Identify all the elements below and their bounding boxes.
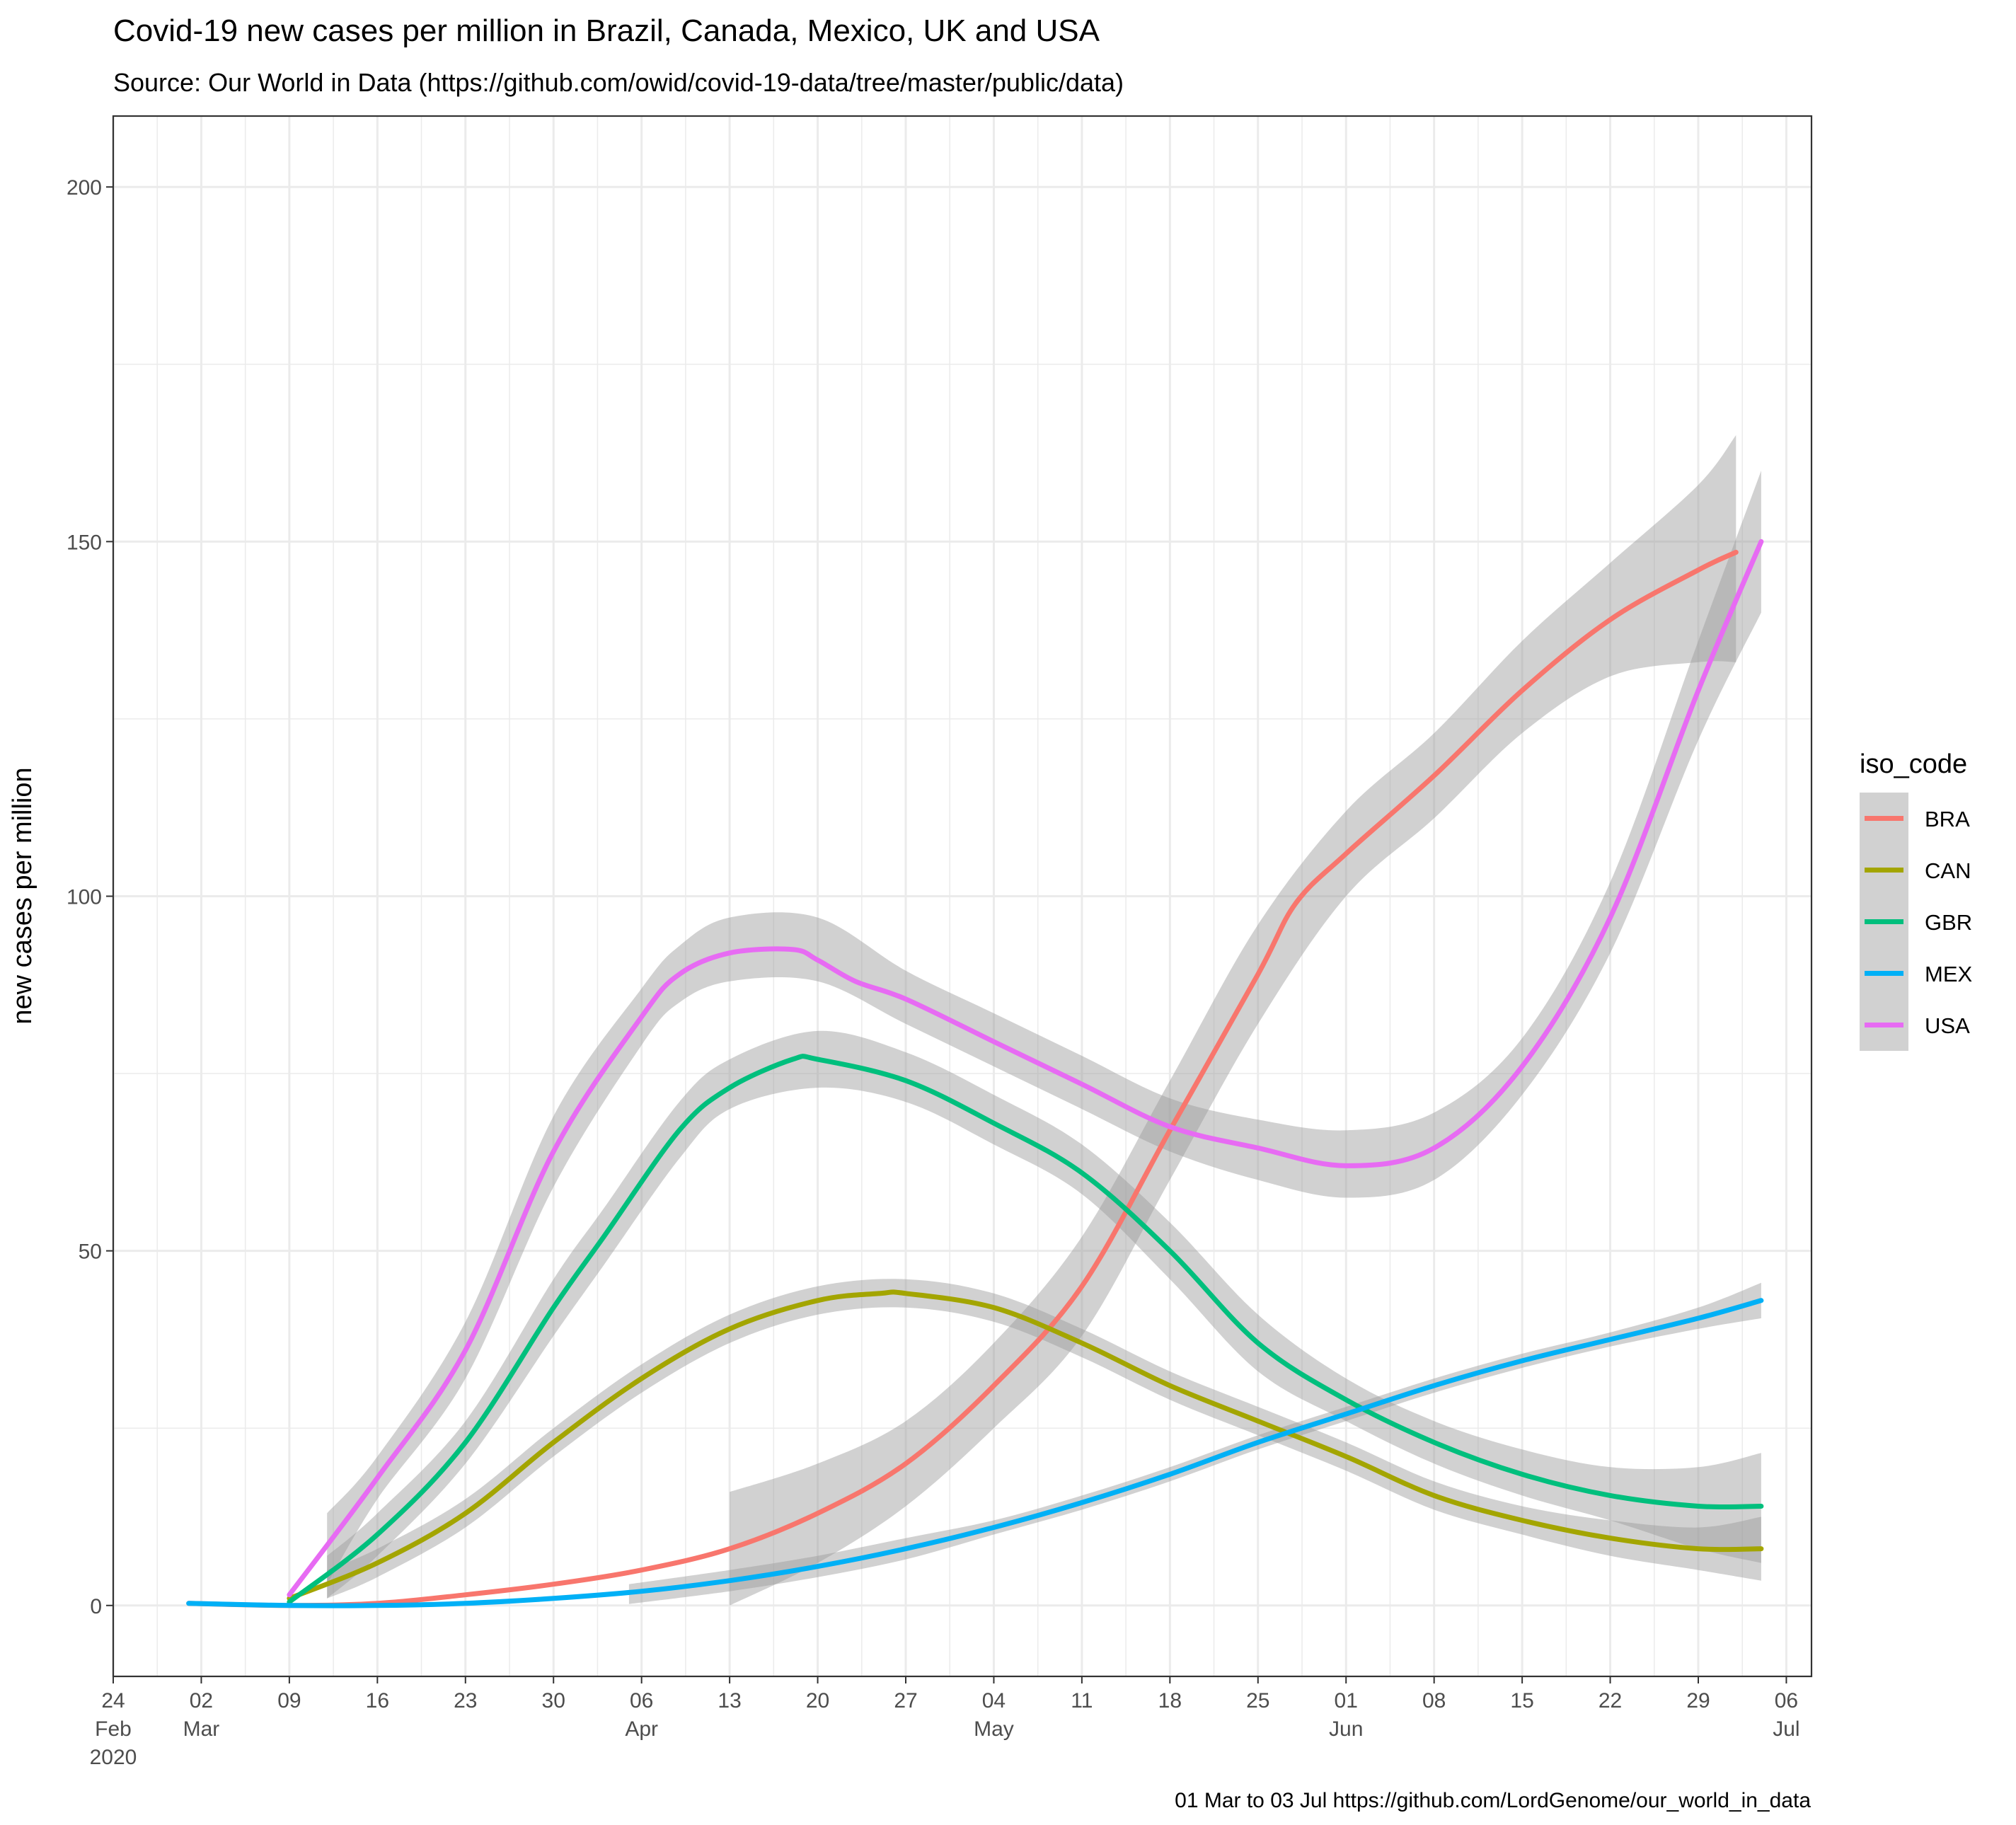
x-tick-label: 23	[454, 1689, 477, 1712]
series-line-mex	[186, 1298, 1764, 1608]
major-gridlines	[112, 116, 1811, 1676]
chart-caption: 01 Mar to 03 Jul https://github.com/Lord…	[1175, 1789, 1811, 1812]
x-tick-label: 20	[806, 1689, 829, 1712]
legend-label-mex: MEX	[1925, 962, 1973, 986]
legend: iso_code BRA CAN GBR MEX USA	[1860, 749, 1973, 1051]
x-tick-label: 24	[101, 1689, 125, 1712]
legend-label-gbr: GBR	[1925, 910, 1972, 935]
series-lines	[186, 539, 1764, 1608]
x-tick-label: 29	[1686, 1689, 1710, 1712]
plot-panel	[112, 115, 1813, 1678]
y-tick-label: 50	[79, 1240, 102, 1264]
chart-subtitle: Source: Our World in Data (https://githu…	[113, 68, 1124, 97]
x-tick-month-label: May	[974, 1717, 1014, 1741]
x-tick-label: 30	[542, 1689, 565, 1712]
legend-title: iso_code	[1860, 749, 1967, 779]
x-tick-month-label: Mar	[183, 1717, 220, 1741]
x-tick-label: 09	[277, 1689, 301, 1712]
x-tick-year-label: 2020	[90, 1746, 137, 1769]
x-tick-label: 25	[1246, 1689, 1269, 1712]
series-line-gbr	[287, 1054, 1764, 1605]
x-tick-month-label: Jun	[1329, 1717, 1363, 1741]
y-tick-label: 200	[67, 176, 102, 200]
x-tick-month-label: Jul	[1773, 1717, 1799, 1741]
x-tick-label: 13	[718, 1689, 741, 1712]
legend-label-usa: USA	[1925, 1013, 1970, 1038]
y-tick-label: 100	[67, 886, 102, 909]
x-tick-label: 11	[1071, 1689, 1093, 1712]
series-line-can	[287, 1289, 1764, 1601]
x-tick-label: 16	[366, 1689, 389, 1712]
x-tick-month-label: Feb	[95, 1717, 132, 1741]
confidence-band-can	[327, 1279, 1761, 1599]
x-axis: 24 Feb 2020 02 Mar 09 16 23 30 06 Apr 13 20 27 04 May 11…	[90, 1676, 1800, 1769]
x-tick-label: 06	[630, 1689, 653, 1712]
series-line-bra	[186, 549, 1739, 1608]
legend-label-bra: BRA	[1925, 807, 1970, 831]
x-tick-label: 08	[1422, 1689, 1446, 1712]
y-tick-label: 150	[67, 531, 102, 554]
x-tick-month-label: Apr	[625, 1717, 658, 1741]
series-line-usa	[287, 539, 1764, 1598]
x-tick-label: 04	[982, 1689, 1006, 1712]
y-axis: 0 50 100 150 200	[67, 176, 113, 1618]
x-tick-label: 15	[1510, 1689, 1533, 1712]
x-tick-label: 06	[1775, 1689, 1798, 1712]
confidence-band-gbr	[327, 1030, 1761, 1599]
x-tick-label: 27	[894, 1689, 917, 1712]
x-tick-label: 18	[1158, 1689, 1182, 1712]
y-tick-label: 0	[90, 1595, 102, 1618]
x-tick-label: 01	[1335, 1689, 1358, 1712]
confidence-band-usa	[327, 471, 1761, 1584]
y-axis-title: new cases per million	[8, 767, 38, 1024]
chart-title: Covid-19 new cases per million in Brazil…	[113, 13, 1100, 48]
confidence-band-mex	[628, 1282, 1761, 1604]
legend-label-can: CAN	[1925, 858, 1971, 883]
x-tick-label: 02	[190, 1689, 213, 1712]
x-tick-label: 22	[1599, 1689, 1622, 1712]
